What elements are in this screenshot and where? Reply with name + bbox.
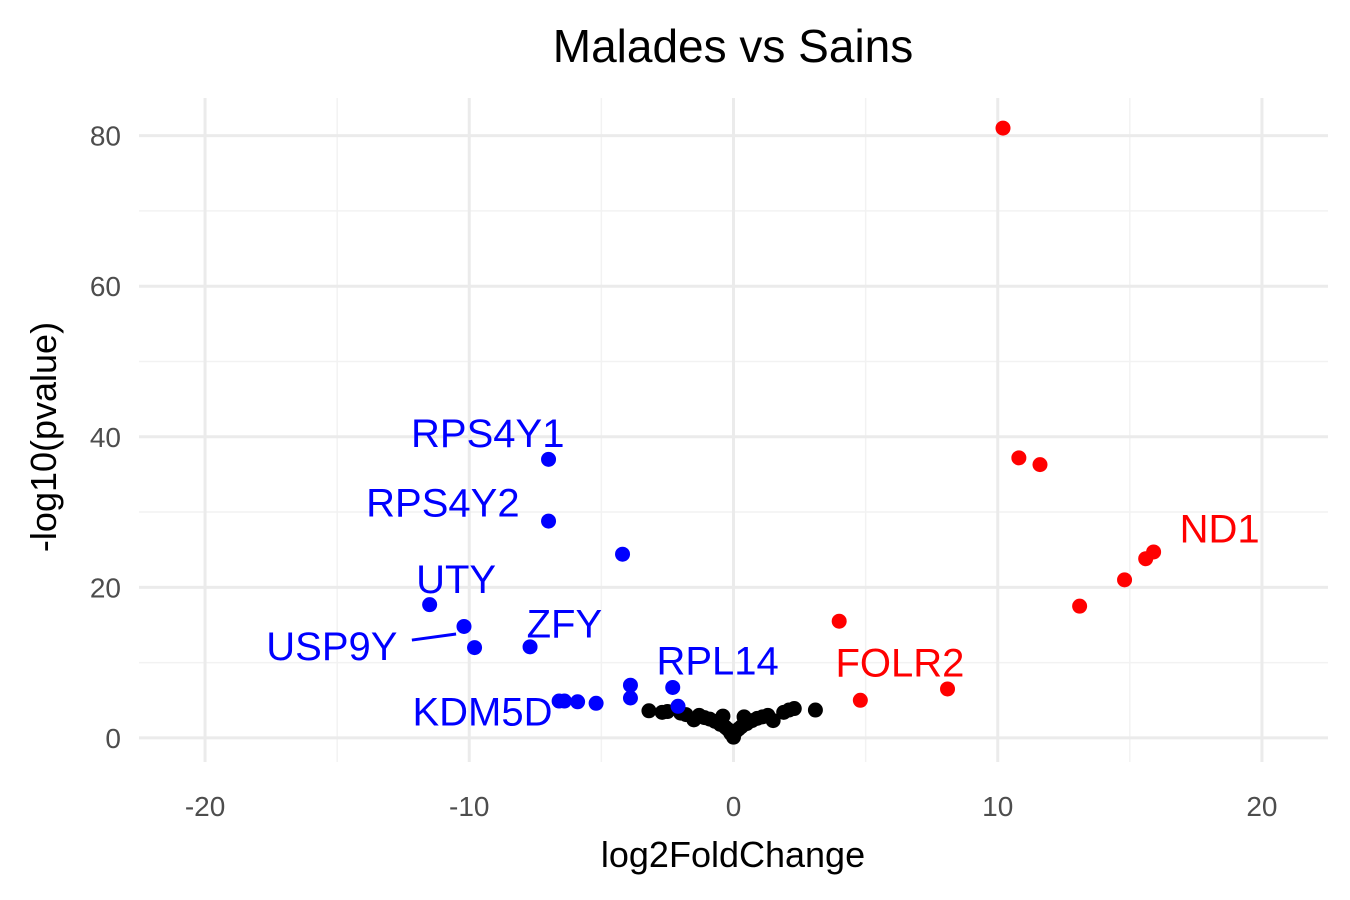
gene-label: ND1 [1180,508,1260,552]
data-point-ns [807,702,823,718]
x-tick-label: 20 [1246,791,1277,822]
x-tick-label: 0 [726,791,742,822]
data-point-up [1072,598,1088,614]
data-point-down [422,597,438,613]
y-tick-label: 20 [90,572,121,603]
data-point-ns [715,708,731,724]
data-point-down [467,640,483,656]
data-point-up [995,120,1011,136]
data-point-ns [641,703,657,719]
y-tick-label: 60 [90,271,121,302]
data-point-down [665,679,681,695]
data-point-down [622,677,638,693]
data-point-down [456,618,472,634]
data-point-up [852,692,868,708]
gene-label: KDM5D [412,691,552,735]
gene-label: RPS4Y2 [366,481,519,525]
data-point-down [615,546,631,562]
y-tick-label: 80 [90,121,121,152]
y-axis-title: -log10(pvalue) [23,322,64,552]
data-points [422,120,1162,745]
label-connector [411,632,457,642]
gene-label: FOLR2 [835,642,964,686]
x-tick-label: 10 [982,791,1013,822]
x-axis-title: log2FoldChange [601,834,865,875]
data-point-up [1011,450,1027,466]
data-point-down [541,451,557,467]
data-point-ns [786,701,802,717]
chart-title: Malades vs Sains [553,20,914,72]
data-point-down [556,693,572,709]
gene-label: UTY [416,558,496,602]
x-tick-label: -10 [449,791,489,822]
y-tick-label: 0 [105,723,121,754]
x-axis-ticks: -20 -10 0 10 20 [185,791,1278,822]
data-point-up [1138,551,1154,567]
data-point-up [831,613,847,629]
y-tick-label: 40 [90,422,121,453]
data-point-down [570,694,586,710]
data-point-up [1032,457,1048,473]
data-point-ns [736,709,752,725]
gene-label: ZFY [527,602,603,646]
data-point-down [588,695,604,711]
data-point-up [940,681,956,697]
gene-label: USP9Y [266,625,397,669]
data-point-down [622,690,638,706]
data-point-ns [765,713,781,729]
data-point-up [1117,572,1133,588]
data-point-down [541,513,557,529]
gene-labels: RPS4Y1 RPS4Y2 UTY ZFY USP9Y RPL14 KDM5D FOLR2 ND… [266,412,1259,735]
y-axis-ticks: 0 20 40 60 80 [90,121,121,754]
data-point-ns [731,721,747,737]
data-point-down [522,639,538,655]
data-point-down [670,698,686,714]
gene-label: RPS4Y1 [411,412,564,456]
label-connectors [411,632,457,642]
x-tick-label: -20 [185,791,225,822]
gene-label: RPL14 [656,639,778,683]
data-point-ns [686,712,702,728]
